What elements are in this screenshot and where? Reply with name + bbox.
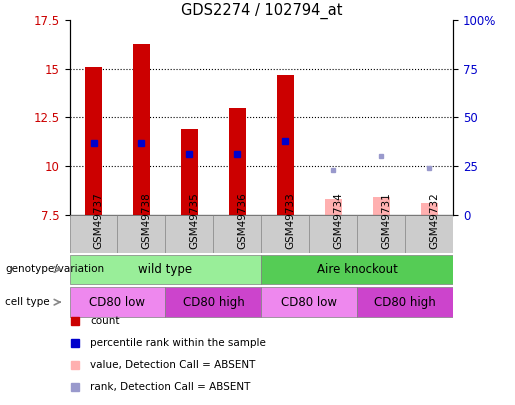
- Bar: [133, 44, 150, 215]
- Bar: [325, 199, 341, 215]
- Text: CD80 low: CD80 low: [281, 296, 337, 309]
- Bar: [373, 197, 390, 215]
- Bar: [277, 75, 294, 215]
- Text: CD80 low: CD80 low: [90, 296, 145, 309]
- Bar: [181, 129, 198, 215]
- Text: genotype/variation: genotype/variation: [5, 264, 104, 275]
- Text: CD80 high: CD80 high: [182, 296, 244, 309]
- FancyBboxPatch shape: [70, 255, 261, 284]
- FancyBboxPatch shape: [357, 288, 453, 317]
- FancyBboxPatch shape: [261, 255, 453, 284]
- Text: GSM49735: GSM49735: [190, 192, 199, 249]
- FancyBboxPatch shape: [165, 288, 261, 317]
- Text: GSM49736: GSM49736: [237, 192, 247, 249]
- FancyBboxPatch shape: [261, 288, 357, 317]
- Text: GSM49734: GSM49734: [333, 192, 344, 249]
- Text: cell type: cell type: [5, 297, 50, 307]
- Text: value, Detection Call = ABSENT: value, Detection Call = ABSENT: [90, 360, 255, 370]
- Text: percentile rank within the sample: percentile rank within the sample: [90, 338, 266, 348]
- Text: GSM49732: GSM49732: [429, 192, 439, 249]
- Bar: [85, 67, 102, 215]
- Text: count: count: [90, 315, 119, 326]
- Title: GDS2274 / 102794_at: GDS2274 / 102794_at: [181, 3, 342, 19]
- FancyBboxPatch shape: [70, 288, 165, 317]
- Text: CD80 high: CD80 high: [374, 296, 436, 309]
- Text: Aire knockout: Aire knockout: [317, 263, 398, 276]
- Text: wild type: wild type: [139, 263, 193, 276]
- Text: GSM49737: GSM49737: [94, 192, 104, 249]
- Text: GSM49738: GSM49738: [142, 192, 151, 249]
- Bar: [421, 203, 438, 215]
- Bar: [229, 108, 246, 215]
- Text: GSM49731: GSM49731: [381, 192, 391, 249]
- Text: rank, Detection Call = ABSENT: rank, Detection Call = ABSENT: [90, 382, 250, 392]
- Text: GSM49733: GSM49733: [285, 192, 295, 249]
- FancyBboxPatch shape: [70, 215, 453, 253]
